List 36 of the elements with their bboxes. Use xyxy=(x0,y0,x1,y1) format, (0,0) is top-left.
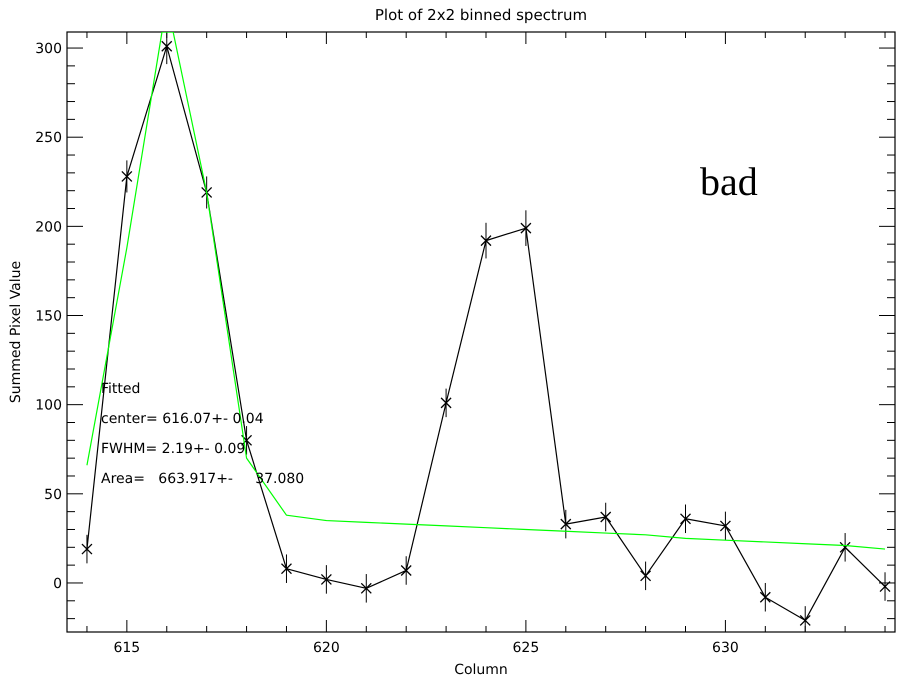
x-tick-label: 615 xyxy=(113,640,140,656)
x-tick-label: 625 xyxy=(512,640,540,656)
point xyxy=(320,574,332,586)
y-tick-label: 50 xyxy=(44,486,62,503)
point xyxy=(360,582,372,594)
annotation: bad xyxy=(700,159,758,204)
point xyxy=(600,511,612,523)
y-tick-label: 200 xyxy=(35,219,62,236)
point xyxy=(161,40,172,52)
chart-title: Plot of 2x2 binned spectrum xyxy=(374,6,588,24)
point xyxy=(560,518,572,530)
y-tick-label: 100 xyxy=(35,398,62,414)
point xyxy=(201,186,212,198)
point xyxy=(760,592,771,603)
point xyxy=(839,542,851,553)
line-series xyxy=(86,32,886,550)
point xyxy=(720,520,732,532)
y-axis-title: Summed Pixel Value xyxy=(8,260,24,404)
point xyxy=(280,563,292,574)
y-tick-label: 0 xyxy=(53,576,62,592)
point xyxy=(440,397,452,409)
x-tick-label: 630 xyxy=(712,640,739,656)
x-axis-title: Column xyxy=(454,662,508,678)
point xyxy=(520,222,532,234)
point xyxy=(400,564,412,576)
y-tick-label: 300 xyxy=(35,41,62,58)
point xyxy=(121,170,133,182)
point xyxy=(81,543,93,555)
y-tick-label: 250 xyxy=(35,130,62,146)
point xyxy=(640,570,652,582)
point xyxy=(800,614,811,626)
point xyxy=(480,234,492,246)
point xyxy=(680,513,692,524)
y-tick-label: 150 xyxy=(35,308,62,325)
x-tick-label: 620 xyxy=(313,640,340,656)
annotation: FWHM= 2.19+- 0.09 xyxy=(101,441,246,457)
